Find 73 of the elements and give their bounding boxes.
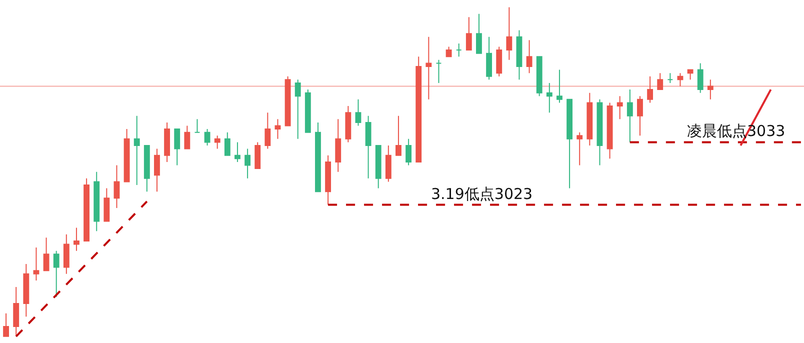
candlestick: [707, 79, 714, 100]
candlestick: [315, 122, 321, 192]
candlestick: [516, 30, 522, 80]
candlestick: [466, 16, 472, 51]
candlestick: [396, 115, 402, 156]
candlestick: [657, 72, 664, 90]
candlestick: [94, 171, 100, 232]
candlestick: [406, 138, 412, 166]
candlestick: [576, 132, 583, 166]
candlestick: [385, 145, 392, 182]
candlestick: [626, 89, 633, 143]
candlestick: [586, 92, 593, 146]
candlestick: [84, 178, 90, 242]
candlestick: [556, 69, 562, 104]
candlestick: [456, 42, 462, 58]
candlestick: [63, 234, 70, 274]
candlestick: [3, 312, 9, 337]
candlestick: [486, 36, 492, 80]
annotation: 凌晨低点3033: [687, 122, 786, 140]
candlestick: [637, 96, 643, 136]
annotation: 3.19低点3023: [431, 185, 533, 203]
candlestick: [335, 118, 342, 172]
candlestick: [124, 128, 130, 182]
candlestick: [476, 13, 482, 54]
candlestick: [566, 98, 573, 189]
candlestick: [436, 59, 442, 84]
candlestick: [184, 125, 190, 150]
candlestick: [304, 89, 311, 133]
candlestick: [687, 69, 694, 80]
candlestick: [224, 132, 230, 156]
candlestick: [446, 46, 452, 58]
candlestick: [416, 56, 422, 162]
candlestick: [345, 105, 352, 143]
candlestick: [526, 40, 532, 74]
candlestick: [355, 98, 362, 126]
candlestick: [546, 82, 552, 114]
candlestick: [677, 72, 684, 87]
candlestick: [264, 112, 271, 150]
candlestick: [194, 118, 200, 133]
candlestick: [596, 98, 603, 166]
candlestick: [234, 142, 240, 162]
candlestick: [506, 6, 512, 60]
candlestick: [144, 145, 150, 192]
candlestick: [426, 36, 432, 100]
candlestick: [214, 135, 220, 150]
candlestick: [667, 72, 674, 84]
candlestick: [164, 122, 170, 162]
candlestick: [616, 96, 623, 120]
candlestick: [325, 154, 332, 206]
candlestick: [134, 115, 140, 186]
candlestick: [104, 188, 110, 222]
candlestick: [536, 56, 542, 97]
candlestick: [43, 237, 50, 272]
candlestick: [23, 264, 30, 318]
candlestick: [74, 227, 80, 252]
candlestick: [274, 118, 281, 140]
candlestick: [606, 102, 613, 160]
candlestick: [33, 247, 40, 281]
candlestick: [244, 148, 250, 179]
candlestick: [284, 76, 291, 126]
candlestick: [254, 142, 261, 170]
candlestick: [375, 145, 382, 189]
candlestick: [13, 286, 20, 337]
candlestick: [174, 128, 180, 166]
candlestick: [114, 164, 120, 209]
candlestick: [154, 148, 160, 192]
candlestick: [697, 62, 704, 94]
candlestick: [294, 79, 301, 140]
candlestick: [647, 76, 654, 104]
candlestick: [496, 46, 502, 77]
candlestick: [365, 115, 372, 179]
candlestick: [53, 250, 60, 298]
candlestick: [204, 128, 210, 146]
